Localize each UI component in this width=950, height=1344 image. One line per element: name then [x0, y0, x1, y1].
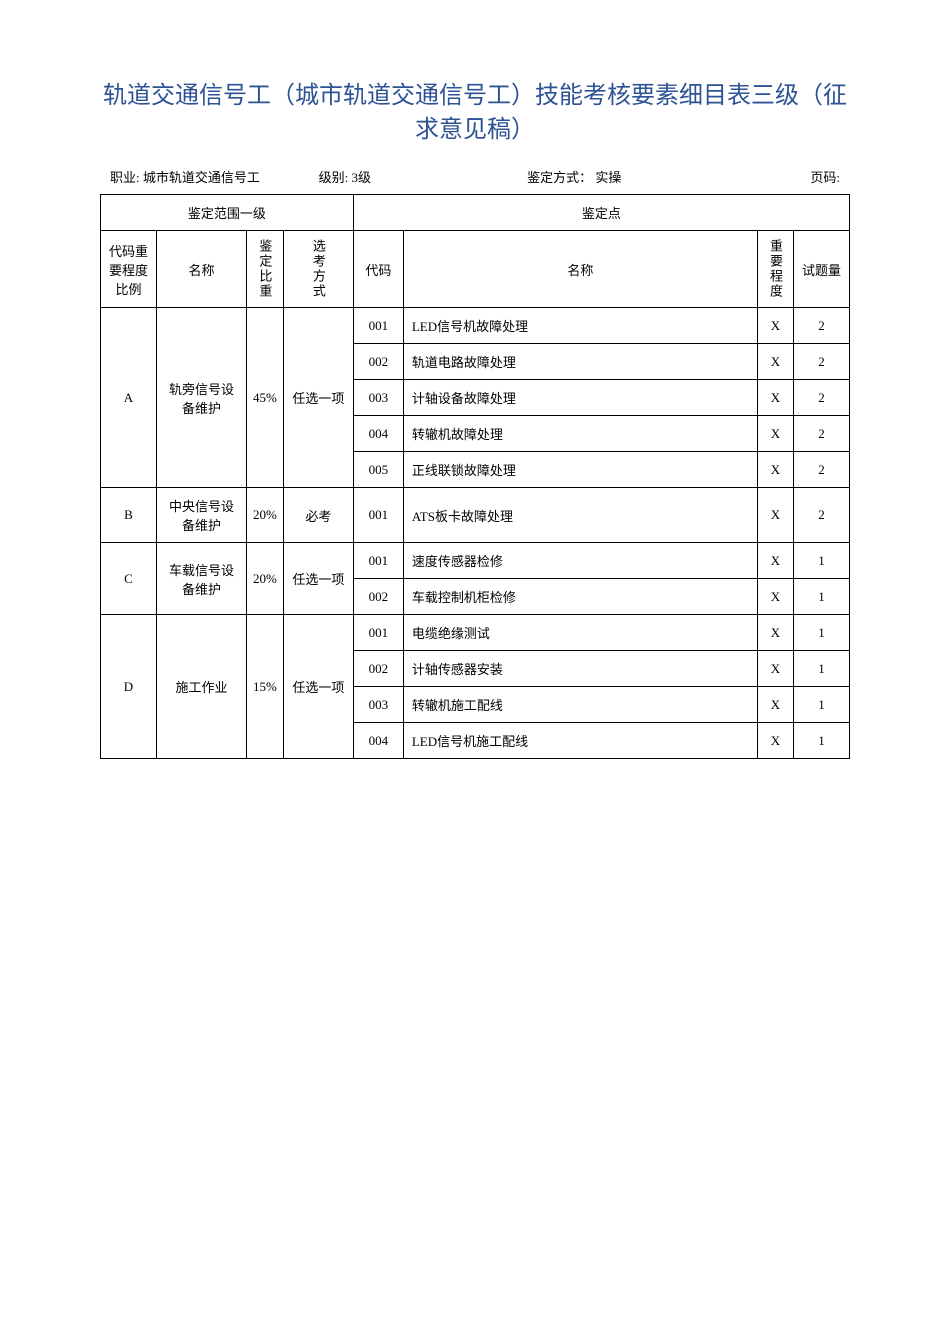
group-weight: 20% [247, 543, 284, 615]
info-row: 职业: 城市轨道交通信号工 级别: 3级 鉴定方式： 实操 页码: [100, 167, 850, 186]
info-method: 鉴定方式： 实操 [527, 167, 736, 186]
item-name: ATS板卡故障处理 [403, 488, 757, 543]
item-name: 计轴设备故障处理 [403, 380, 757, 416]
table-header-row-2: 代码重要程度比例 名称 鉴定比重 选考方式 代码 名称 重要程度 试题量 [101, 231, 850, 308]
item-importance: X [758, 488, 794, 543]
item-code: 005 [353, 452, 403, 488]
page-title: 轨道交通信号工（城市轨道交通信号工）技能考核要素细目表三级（征求意见稿） [100, 80, 850, 147]
item-code: 002 [353, 344, 403, 380]
item-code: 001 [353, 488, 403, 543]
item-qty: 1 [794, 651, 850, 687]
item-qty: 1 [794, 723, 850, 759]
item-qty: 2 [794, 488, 850, 543]
item-name: 转辙机故障处理 [403, 416, 757, 452]
group-name: 车载信号设备维护 [157, 543, 247, 615]
method-label: 鉴定方式： [527, 170, 592, 185]
importance-header: 重要程度 [758, 231, 794, 308]
group-weight: 15% [247, 615, 284, 759]
item-code-header: 代码 [353, 231, 403, 308]
item-qty: 2 [794, 452, 850, 488]
group-code: D [101, 615, 157, 759]
item-qty: 1 [794, 687, 850, 723]
item-importance: X [758, 452, 794, 488]
group-name: 轨旁信号设备维护 [157, 308, 247, 488]
item-name-header: 名称 [403, 231, 757, 308]
item-importance: X [758, 723, 794, 759]
table-header-row-1: 鉴定范围一级 鉴定点 [101, 195, 850, 231]
item-code: 002 [353, 651, 403, 687]
qty-header: 试题量 [794, 231, 850, 308]
item-importance: X [758, 344, 794, 380]
page-label: 页码: [810, 170, 840, 185]
table-row: A轨旁信号设备维护45%任选一项001LED信号机故障处理X2 [101, 308, 850, 344]
assessment-table: 鉴定范围一级 鉴定点 代码重要程度比例 名称 鉴定比重 选考方式 代码 名称 重… [100, 194, 850, 759]
table-row: D施工作业15%任选一项001电缆绝缘测试X1 [101, 615, 850, 651]
scope-header: 鉴定范围一级 [101, 195, 354, 231]
item-name: LED信号机施工配线 [403, 723, 757, 759]
occupation-label: 职业: [110, 170, 140, 185]
item-code: 002 [353, 579, 403, 615]
item-name: 轨道电路故障处理 [403, 344, 757, 380]
occupation-value: 城市轨道交通信号工 [143, 170, 260, 185]
item-qty: 1 [794, 615, 850, 651]
item-qty: 1 [794, 543, 850, 579]
info-level: 级别: 3级 [319, 167, 528, 186]
group-method: 必考 [283, 488, 353, 543]
item-qty: 2 [794, 416, 850, 452]
item-importance: X [758, 651, 794, 687]
item-importance: X [758, 687, 794, 723]
item-qty: 1 [794, 579, 850, 615]
exam-method-header: 选考方式 [283, 231, 353, 308]
item-code: 001 [353, 543, 403, 579]
item-name: 计轴传感器安装 [403, 651, 757, 687]
item-name: 速度传感器检修 [403, 543, 757, 579]
item-qty: 2 [794, 344, 850, 380]
item-importance: X [758, 543, 794, 579]
method-value: 实操 [595, 170, 621, 185]
item-name: 转辙机施工配线 [403, 687, 757, 723]
item-code: 004 [353, 723, 403, 759]
group-method: 任选一项 [283, 615, 353, 759]
item-code: 003 [353, 380, 403, 416]
group-weight: 20% [247, 488, 284, 543]
group-method: 任选一项 [283, 543, 353, 615]
item-name: LED信号机故障处理 [403, 308, 757, 344]
item-importance: X [758, 615, 794, 651]
group-code: C [101, 543, 157, 615]
item-importance: X [758, 380, 794, 416]
item-importance: X [758, 308, 794, 344]
item-code: 001 [353, 308, 403, 344]
item-name: 正线联锁故障处理 [403, 452, 757, 488]
group-name: 施工作业 [157, 615, 247, 759]
weight-header: 鉴定比重 [247, 231, 284, 308]
table-row: C车载信号设备维护20%任选一项001速度传感器检修X1 [101, 543, 850, 579]
item-qty: 2 [794, 308, 850, 344]
group-code: A [101, 308, 157, 488]
name-header: 名称 [157, 231, 247, 308]
item-name: 电缆绝缘测试 [403, 615, 757, 651]
group-weight: 45% [247, 308, 284, 488]
level-label: 级别: [319, 170, 349, 185]
group-method: 任选一项 [283, 308, 353, 488]
group-name: 中央信号设备维护 [157, 488, 247, 543]
item-qty: 2 [794, 380, 850, 416]
item-importance: X [758, 416, 794, 452]
item-name: 车载控制机柜检修 [403, 579, 757, 615]
info-page: 页码: [736, 167, 840, 186]
table-row: B中央信号设备维护20%必考001ATS板卡故障处理X2 [101, 488, 850, 543]
level-value: 3级 [351, 170, 371, 185]
point-header: 鉴定点 [353, 195, 849, 231]
info-occupation: 职业: 城市轨道交通信号工 [110, 167, 319, 186]
group-code: B [101, 488, 157, 543]
item-code: 003 [353, 687, 403, 723]
item-code: 001 [353, 615, 403, 651]
item-importance: X [758, 579, 794, 615]
code-importance-header: 代码重要程度比例 [101, 231, 157, 308]
item-code: 004 [353, 416, 403, 452]
